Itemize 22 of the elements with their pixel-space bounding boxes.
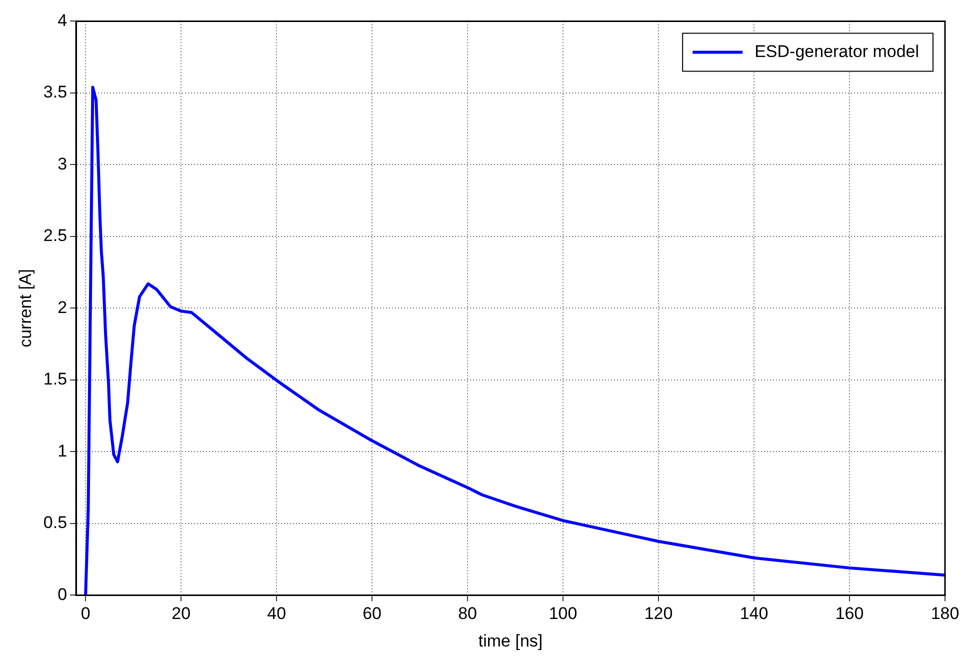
legend-label: ESD-generator model bbox=[754, 42, 920, 61]
y-tick-label: 1 bbox=[58, 441, 68, 460]
x-tick-label: 0 bbox=[80, 604, 90, 624]
x-tick-label: 100 bbox=[548, 604, 578, 624]
x-tick-label: 140 bbox=[740, 604, 768, 624]
y-tick-label: 3.5 bbox=[43, 82, 68, 102]
x-tick-label: 60 bbox=[362, 604, 382, 624]
x-tick-label: 120 bbox=[644, 604, 673, 624]
y-tick-label: 3 bbox=[58, 154, 68, 174]
y-tick-label: 2 bbox=[58, 298, 68, 317]
x-tick-label: 20 bbox=[172, 604, 191, 624]
y-tick-label: 2.5 bbox=[43, 226, 68, 246]
x-axis-title: time [ns] bbox=[478, 631, 543, 650]
x-tick-label: 40 bbox=[267, 604, 286, 624]
x-tick-label: 160 bbox=[835, 604, 864, 624]
x-tick-label: 180 bbox=[930, 604, 960, 624]
x-tick-label: 80 bbox=[458, 604, 478, 624]
y-tick-label: 4 bbox=[58, 10, 68, 30]
y-tick-label: 1.5 bbox=[43, 370, 68, 389]
y-tick-label: 0.5 bbox=[43, 513, 68, 532]
y-axis-title: current [A] bbox=[16, 268, 35, 348]
y-tick-label: 0 bbox=[58, 584, 68, 604]
